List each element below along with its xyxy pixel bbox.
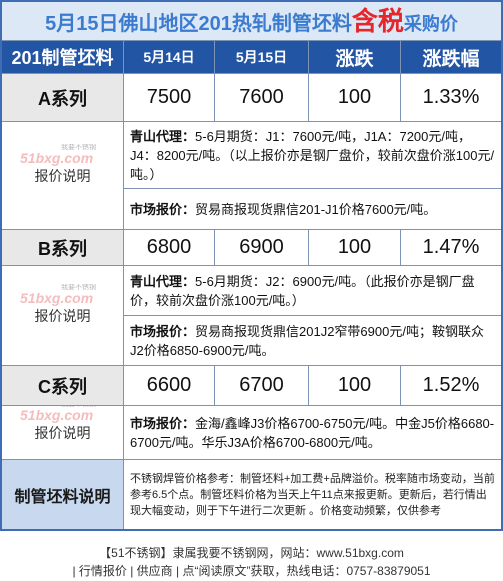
note-b-market-text: 市场报价：贸易商报现货鼎信201J2窄带6900元/吨；鞍钢联众J2价格6850… <box>130 322 495 360</box>
note-c-market-label: 市场报价： <box>130 415 196 431</box>
header-change: 涨跌 <box>309 41 400 73</box>
note-a-market-label: 市场报价： <box>130 201 196 217</box>
watermark-logo: 我要不锈钢 51bxg.com <box>20 284 100 306</box>
series-label-b: B系列 <box>2 230 123 265</box>
price-curr-a: 7600 <box>215 74 308 121</box>
quote-note-label-cell-b: 我要不锈钢 51bxg.com 报价说明 <box>2 266 123 365</box>
price-change-pct-c: 1.52% <box>401 366 501 405</box>
quote-note-label-b: 报价说明 <box>34 307 91 324</box>
note-b-agent-body: 5-6月期货：J2：6900元/吨。（此报价亦是钢厂盘价，较前次盘价涨100元/… <box>130 273 475 308</box>
note-a-agent-body: 5-6月期货：J1：7600元/吨，J1A：7200元/吨，J4：8200元/吨… <box>130 128 495 182</box>
quote-note-label-a: 报价说明 <box>34 167 91 184</box>
watermark-tagline: 我要不锈钢 <box>61 283 96 291</box>
note-b-agent: 青山代理：5-6月期货：J2：6900元/吨。（此报价亦是钢厂盘价，较前次盘价涨… <box>124 266 501 315</box>
note-b-market-body: 贸易商报现货鼎信201J2窄带6900元/吨；鞍钢联众J2价格6850-6900… <box>130 323 484 358</box>
header-change-pct: 涨跌幅 <box>401 41 501 73</box>
title-prefix: 5月15日佛山地区201热轧制管坯料 <box>45 13 352 35</box>
footer: 【51不锈钢】隶属我要不锈钢网，网站：www.51bxg.com | 行情报价 … <box>0 531 503 581</box>
explanation-text: 不锈钢焊管价格参考：制管坯料+加工费+品牌溢价。税率随市场变动，当前参考6.5个… <box>130 472 495 517</box>
note-b-market-label: 市场报价： <box>130 323 196 339</box>
title-highlight-tax-included: 含税 <box>351 6 404 36</box>
watermark-logo: 我要不锈钢 51bxg.com <box>20 406 100 423</box>
price-prev-c: 6600 <box>124 366 214 405</box>
series-label-a: A系列 <box>2 74 123 121</box>
note-c-market: 市场报价：金海/鑫峰J3价格6700-6750元/吨。中金J5价格6680-67… <box>124 406 501 459</box>
price-table: 5月15日佛山地区201热轧制管坯料含税采购价 201制管坯料 5月14日 5月… <box>0 0 503 531</box>
price-prev-a: 7500 <box>124 74 214 121</box>
note-b-market: 市场报价：贸易商报现货鼎信201J2窄带6900元/吨；鞍钢联众J2价格6850… <box>124 316 501 365</box>
price-curr-b: 6900 <box>215 230 308 265</box>
explanation-label: 制管坯料说明 <box>2 460 123 529</box>
quote-note-label-cell-c: 我要不锈钢 51bxg.com 报价说明 <box>2 406 123 459</box>
watermark-tagline: 我要不锈钢 <box>61 143 96 151</box>
price-change-a: 100 <box>309 74 400 121</box>
price-change-c: 100 <box>309 366 400 405</box>
watermark-brand: 51bxg.com <box>20 406 94 423</box>
footer-line-1: 【51不锈钢】隶属我要不锈钢网，网站：www.51bxg.com <box>99 546 404 560</box>
footer-line-2: | 行情报价 | 供应商 | 点“阅读原文”获取，热线电话：0757-83879… <box>72 564 431 578</box>
watermark-tagline: 我要不锈钢 <box>61 406 96 409</box>
header-product: 201制管坯料 <box>2 41 123 73</box>
note-c-market-text: 市场报价：金海/鑫峰J3价格6700-6750元/吨。中金J5价格6680-67… <box>130 414 495 452</box>
note-a-agent: 青山代理：5-6月期货：J1：7600元/吨，J1A：7200元/吨，J4：82… <box>124 122 501 188</box>
price-prev-b: 6800 <box>124 230 214 265</box>
explanation-cell: 不锈钢焊管价格参考：制管坯料+加工费+品牌溢价。税率随市场变动，当前参考6.5个… <box>124 460 501 529</box>
note-a-agent-label: 青山代理： <box>130 128 196 144</box>
note-a-market-text: 市场报价：贸易商报现货鼎信201-J1价格7600元/吨。 <box>130 200 436 219</box>
price-change-pct-a: 1.33% <box>401 74 501 121</box>
watermark-brand: 51bxg.com <box>20 289 94 306</box>
note-b-agent-label: 青山代理： <box>130 273 196 289</box>
note-a-agent-text: 青山代理：5-6月期货：J1：7600元/吨，J1A：7200元/吨，J4：82… <box>130 127 495 184</box>
note-c-market-body: 金海/鑫峰J3价格6700-6750元/吨。中金J5价格6680-6700元/吨… <box>130 415 495 450</box>
series-label-c: C系列 <box>2 366 123 405</box>
note-a-market-body: 贸易商报现货鼎信201-J1价格7600元/吨。 <box>195 201 437 217</box>
note-b-agent-text: 青山代理：5-6月期货：J2：6900元/吨。（此报价亦是钢厂盘价，较前次盘价涨… <box>130 272 495 310</box>
price-change-b: 100 <box>309 230 400 265</box>
title-suffix: 采购价 <box>403 14 458 34</box>
price-change-pct-b: 1.47% <box>401 230 501 265</box>
note-a-market: 市场报价：贸易商报现货鼎信201-J1价格7600元/吨。 <box>124 189 501 229</box>
watermark-brand: 51bxg.com <box>20 149 94 166</box>
header-date-curr: 5月15日 <box>215 41 308 73</box>
quote-note-label-c: 报价说明 <box>34 424 91 441</box>
title-text: 5月15日佛山地区201热轧制管坯料含税采购价 <box>45 8 458 34</box>
page-title: 5月15日佛山地区201热轧制管坯料含税采购价 <box>2 2 501 40</box>
price-curr-c: 6700 <box>215 366 308 405</box>
quote-note-label-cell-a: 我要不锈钢 51bxg.com 报价说明 <box>2 122 123 229</box>
watermark-logo: 我要不锈钢 51bxg.com <box>20 144 100 166</box>
header-date-prev: 5月14日 <box>124 41 214 73</box>
